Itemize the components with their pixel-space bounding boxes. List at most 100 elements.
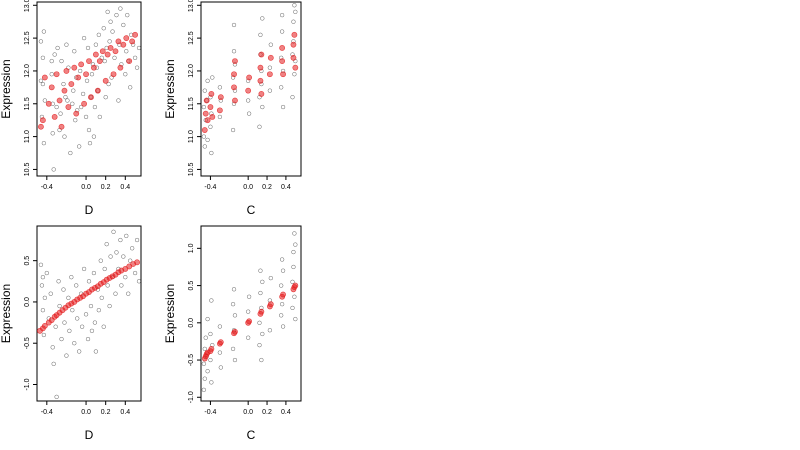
observed-point [267,88,273,93]
observed-point [91,270,97,276]
x-tick-label: 0.4 [281,184,291,191]
observed-point [72,341,77,346]
observed-point [208,331,213,337]
observed-point [118,237,123,243]
observed-point [209,150,214,156]
y-tick-label: 12.5 [24,31,31,45]
fitted-point [78,61,85,68]
observed-point [53,324,58,329]
observed-point [290,95,295,100]
fitted-point [73,110,80,117]
observed-point [77,144,82,149]
observed-point [134,237,140,243]
observed-point [201,104,206,110]
fitted-point [258,51,265,58]
observed-point [103,95,108,100]
observed-point [128,258,133,263]
observed-point [231,22,237,28]
fitted-point [104,51,111,58]
fitted-point [245,87,252,94]
y-tick-label: -1.0 [188,391,195,403]
observed-point [231,49,237,54]
observed-point [101,324,106,329]
fitted-point [292,282,299,289]
observed-point [79,104,84,110]
x-tick-label: -0.4 [204,409,216,416]
fitted-point [56,97,63,104]
observed-point [38,78,44,83]
observed-point [66,295,71,300]
observed-point [230,302,236,307]
fitted-point [115,38,122,45]
plot-frame [200,1,302,177]
observed-point [125,12,130,18]
observed-point [91,134,97,139]
fitted-point [129,38,136,45]
observed-point [201,387,206,392]
fitted-point [232,97,238,104]
y-tick-label: -0.5 [188,354,195,366]
observed-point [52,52,57,57]
fitted-point [120,41,127,48]
y-tick-label: 11.0 [24,130,31,143]
fitted-point [75,74,82,81]
observed-point [292,72,297,77]
x-tick-label: 0.4 [120,409,130,416]
observed-point [108,254,113,259]
observed-point [97,114,102,120]
observed-point [61,81,66,87]
observed-point [73,118,78,123]
observed-point [217,350,223,355]
observed-point [205,316,210,322]
observed-point [259,357,264,363]
fitted-point [280,291,286,298]
fitted-point [246,74,253,81]
observed-point [279,29,285,34]
x-tick-label: 0.2 [101,409,111,416]
x-tick-label: 0.0 [243,409,253,416]
y-tick-label: 0.5 [188,281,195,291]
fitted-point [266,71,273,78]
x-axis-label: C [247,428,256,442]
fitted-point [257,77,264,84]
observed-point [291,264,296,270]
observed-point [70,101,75,106]
observed-point [72,49,77,54]
fitted-point [232,328,238,335]
observed-point [280,324,286,329]
observed-point [126,291,131,296]
observed-point [231,287,237,292]
observed-point [267,65,273,70]
fitted-point [267,301,274,308]
observed-point [280,104,286,110]
observed-point [128,85,133,90]
y-tick-label: -1.0 [24,378,31,390]
observed-point [293,242,298,247]
observed-point [258,290,263,296]
y-tick-label: 12.0 [24,64,31,78]
y-tick-label: 13.0 [24,0,31,12]
observed-point [279,257,285,262]
observed-point [84,78,90,83]
observed-point [108,19,113,24]
fitted-point [201,127,208,133]
plot-frame [36,225,142,402]
observed-point [114,12,119,18]
observed-point [232,313,238,318]
fitted-point [86,58,92,64]
panel-bottom-right: -0.4 0.0 0.2 0.4 -1.0 -0.5 0.0 0.5 1.0 C Expressio… [163,225,302,442]
observed-point [92,104,98,110]
fitted-point [232,58,238,64]
observed-point [123,275,128,280]
observed-point [279,302,285,307]
observed-point [258,268,263,273]
observed-point [210,75,215,80]
fitted-point [88,94,94,101]
fitted-point [202,110,209,117]
y-tick-label: -0.5 [24,337,31,349]
observed-point [105,283,110,288]
fitted-point [102,77,109,84]
observed-point [136,45,142,51]
observed-point [51,361,56,367]
y-tick-label: 0.0 [24,297,31,307]
